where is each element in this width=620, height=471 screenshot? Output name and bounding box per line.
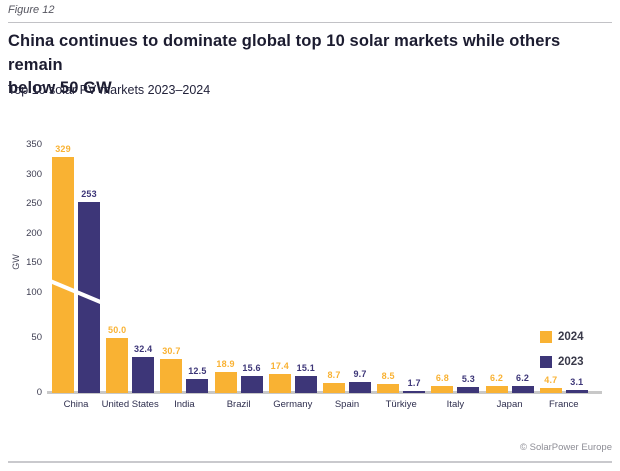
y-tick-200: 200 [26, 227, 42, 239]
value-label-2023-japan: 6.2 [516, 373, 530, 384]
value-label-2024-india: 30.7 [162, 346, 181, 357]
category-label-italy: Italy [446, 399, 465, 410]
bar-2023-spain [349, 382, 371, 393]
bar-2024-germany [268, 373, 291, 393]
bar-2024-united-states [106, 338, 129, 393]
value-label-2023-brazil: 15.6 [242, 362, 261, 373]
legend-label-2023: 2023 [558, 356, 584, 368]
value-label-2024-united-states: 50.0 [108, 325, 127, 335]
footer-divider [8, 461, 612, 463]
category-label-united-states: United States [101, 399, 159, 410]
bar-2024-france [539, 387, 562, 393]
bar-2024-italy [431, 385, 454, 393]
value-label-2023-united-states: 32.4 [134, 344, 153, 355]
y-tick-300: 300 [26, 168, 42, 180]
value-label-2024-japan: 6.2 [490, 373, 504, 384]
bar-2023-brazil [240, 375, 263, 393]
copyright-credit: © SolarPower Europe [519, 442, 612, 453]
value-label-2023-france: 3.1 [570, 376, 584, 387]
y-tick-150: 150 [26, 257, 42, 269]
bar-2023-united-states [132, 357, 155, 393]
legend-item-2024: 2024 [540, 331, 584, 343]
value-label-2023-spain: 9.7 [353, 369, 367, 380]
legend-item-2023: 2023 [540, 356, 584, 368]
y-tick-250: 250 [26, 198, 42, 210]
chart-title-line2: below 50 GW [8, 79, 112, 97]
value-label-2024-france: 4.7 [544, 374, 558, 385]
category-label-france: France [549, 399, 579, 410]
chart-subtitle: Top 10 solar PV markets 2023–2024 [8, 83, 211, 97]
value-label-2024-italy: 6.8 [435, 372, 449, 383]
category-label-brazil: Brazil [226, 399, 251, 410]
value-label-2024-brazil: 18.9 [216, 359, 235, 370]
chart-title: China continues to dominate global top 1… [8, 30, 604, 101]
header-divider [8, 22, 612, 23]
category-label-india: India [174, 399, 195, 410]
bar-2023-india [186, 379, 209, 393]
bar-2024-brazil [214, 372, 237, 393]
bar-2023-italy [457, 387, 480, 393]
value-label-2023-china: 253 [81, 189, 97, 200]
value-label-2023-germany: 15.1 [296, 363, 315, 374]
legend-label-2024: 2024 [558, 331, 584, 343]
chart-title-line1: China continues to dominate global top 1… [8, 32, 561, 74]
bar-2023-japan [511, 386, 534, 393]
bar-2024-turkiye [377, 383, 400, 393]
y-tick-0: 0 [36, 387, 42, 398]
value-label-2023-turkiye: 1.7 [407, 378, 421, 389]
category-label-spain: Spain [334, 399, 360, 410]
bar-2023-germany [294, 376, 317, 393]
legend-swatch-2024 [540, 331, 552, 343]
legend-swatch-2023 [540, 356, 552, 368]
bar-2024-china [52, 157, 74, 393]
figure-label: Figure 12 [8, 4, 55, 16]
bar-2024-spain [323, 383, 345, 393]
bar-2023-turkiye [403, 391, 426, 393]
category-label-germany: Germany [273, 399, 313, 410]
y-tick-350: 350 [26, 139, 42, 150]
value-label-2024-germany: 17.4 [270, 360, 289, 371]
bar-2024-japan [485, 386, 508, 393]
category-label-china: China [63, 399, 89, 410]
value-label-2024-turkiye: 8.5 [381, 370, 395, 381]
value-label-2024-spain: 8.7 [327, 370, 341, 381]
value-label-2024-china: 329 [55, 144, 71, 155]
bar-2023-france [565, 389, 588, 393]
y-tick-100: 100 [26, 287, 42, 298]
category-label-turkiye: Türkiye [385, 399, 417, 410]
bar-2024-india [160, 359, 183, 393]
category-label-japan: Japan [496, 399, 523, 410]
value-label-2023-india: 12.5 [188, 366, 207, 377]
y-tick-50: 50 [31, 332, 42, 343]
value-label-2023-italy: 5.3 [461, 374, 475, 385]
